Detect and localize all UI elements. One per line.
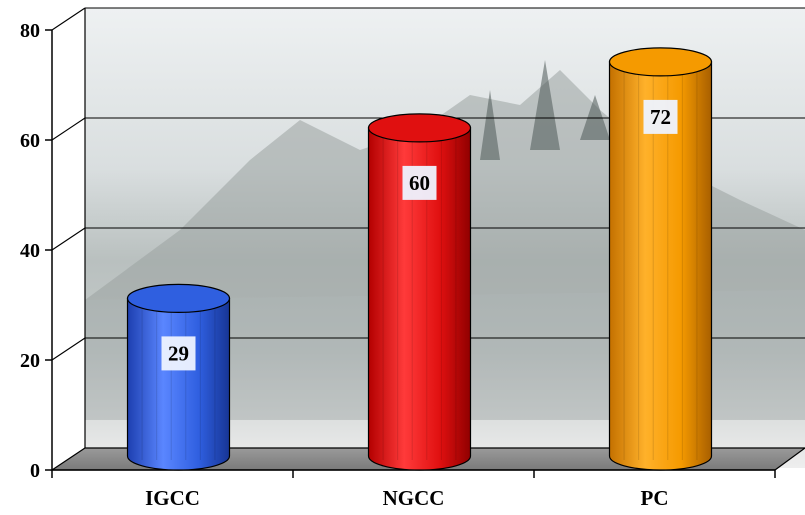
bar-top-cap — [367, 113, 472, 143]
data-label-box — [402, 165, 437, 200]
gridline-depth — [51, 7, 86, 31]
y-tick-label: 40 — [20, 240, 40, 262]
data-label-box — [161, 336, 196, 371]
y-tick-label: 20 — [20, 350, 40, 372]
gridline-depth — [51, 337, 86, 361]
y-tick-label: 60 — [20, 130, 40, 152]
x-tick-label: IGCC — [145, 486, 200, 510]
data-label: 60 — [409, 171, 430, 195]
bar-top-cap — [608, 47, 713, 77]
x-tick-label: PC — [641, 486, 669, 510]
gridline-depth — [51, 117, 86, 141]
bar-ngcc — [367, 113, 472, 471]
bar-igcc — [126, 283, 231, 471]
y-axis-ticks: 0 20 40 60 80 — [20, 20, 52, 482]
bar-top-cap — [126, 283, 231, 313]
bar-body — [608, 61, 713, 471]
x-axis-ticks: IGCC NGCC PC — [51, 470, 776, 510]
bar-pc — [608, 47, 713, 471]
gridline-depth — [51, 227, 86, 251]
bar-body — [126, 297, 231, 471]
data-label-box — [643, 99, 678, 134]
y-tick-label: 0 — [30, 460, 40, 482]
y-tick-label: 80 — [20, 20, 40, 42]
bar-body — [367, 127, 472, 471]
data-label: 29 — [168, 341, 189, 365]
bars: 29 60 72 — [126, 47, 713, 471]
x-tick-label: NGCC — [383, 486, 445, 510]
data-label: 72 — [650, 105, 671, 129]
